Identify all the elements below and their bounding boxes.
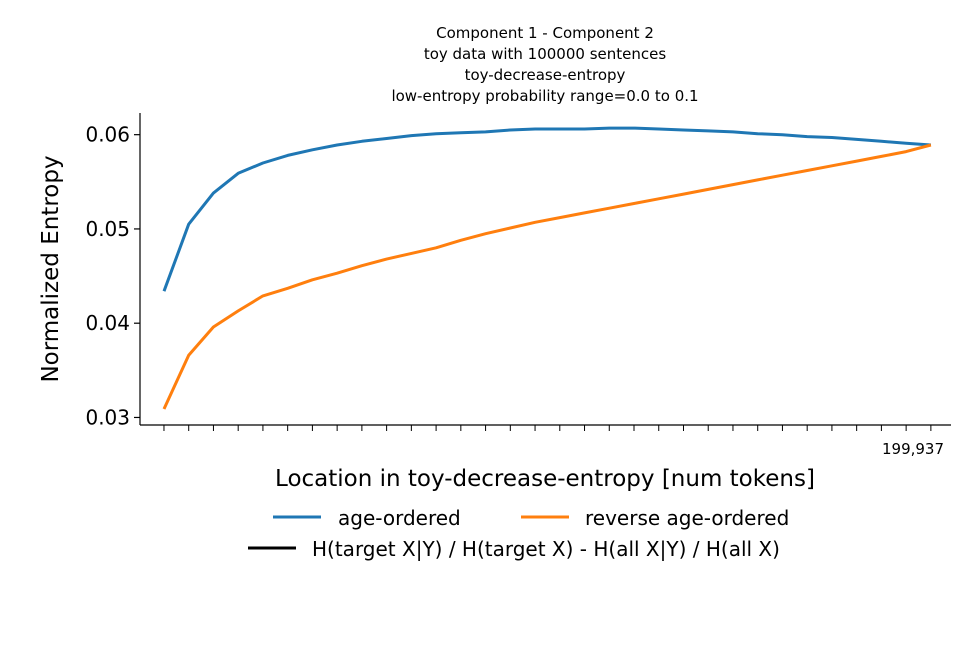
y-axis-ticks: 0.03 0.04 0.05 0.06 [85,123,140,429]
legend-label-reverse-age-ordered: reverse age-ordered [585,506,789,530]
y-axis-label: Normalized Entropy [38,155,64,382]
x-axis-ticks [163,425,932,431]
y-tick-label-1: 0.04 [85,311,130,335]
series-line-reverse-age-ordered [162,143,932,410]
legend-label-age-ordered: age-ordered [338,506,461,530]
y-tick-label-2: 0.05 [85,217,130,241]
x-axis-label: Location in toy-decrease-entropy [num to… [275,466,815,492]
chart-title-line-2: toy data with 100000 sentences [424,45,667,63]
legend: age-ordered reverse age-ordered H(target… [248,506,789,561]
chart-title-line-4: low-entropy probability range=0.0 to 0.1 [391,87,698,105]
series-line-age-ordered [162,126,932,292]
y-tick-label-3: 0.06 [85,123,130,147]
legend-label-entropy-difference: H(target X|Y) / H(target X) - H(all X|Y)… [312,537,780,561]
y-tick-label-0: 0.03 [85,405,130,429]
series-lines [162,126,932,410]
chart-title: Component 1 - Component 2 toy data with … [391,24,698,105]
chart-title-line-3: toy-decrease-entropy [465,66,626,84]
x-tick-label: 199,937 [882,440,944,458]
chart-title-line-1: Component 1 - Component 2 [436,24,654,42]
